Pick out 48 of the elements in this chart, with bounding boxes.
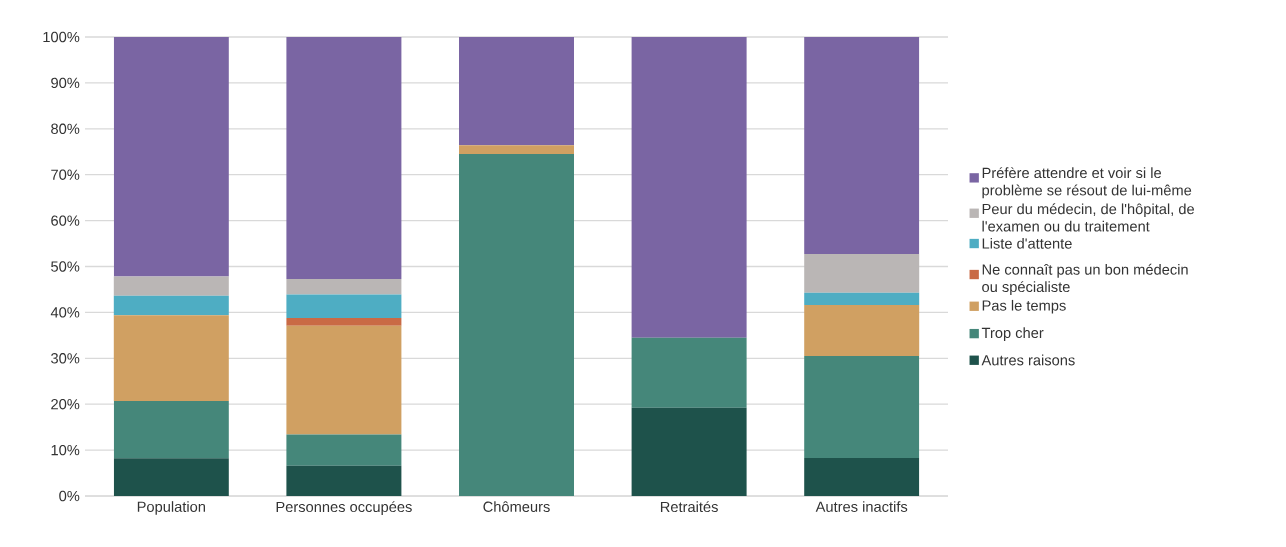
y-tick-label: 60% [51, 215, 80, 226]
y-tick-label: 70% [51, 169, 80, 180]
bar [113, 37, 229, 277]
y-tick-label: 20% [51, 399, 80, 410]
bar [286, 434, 402, 466]
bar [286, 317, 402, 326]
bar [113, 276, 229, 296]
y-tick-label: 10% [51, 444, 80, 456]
legend-label: Pas le temps [982, 299, 1066, 314]
bar [804, 356, 920, 458]
legend-label: Ne connaît pas un bon médecin ou spécialiste [982, 263, 1188, 295]
y-tick-label: 90% [51, 77, 80, 89]
bar [286, 278, 402, 295]
x-tick-label: Autres inactifs [815, 501, 908, 512]
legend-label: Préfère attendre et voir si le problème se résout de lui-même [982, 167, 1192, 199]
bar [286, 294, 402, 318]
y-tick-label: 40% [50, 307, 80, 318]
bar [804, 254, 920, 293]
legend-label: Trop cher [981, 327, 1044, 341]
x-tick-label: Population [137, 501, 205, 515]
legend-label: Liste d'attente [982, 237, 1072, 249]
y-tick-label: 80% [51, 123, 80, 134]
bar [804, 305, 920, 356]
bar [631, 407, 747, 496]
y-tick-label: 30% [51, 353, 80, 364]
bar [286, 465, 402, 496]
bar [113, 295, 229, 316]
bar [631, 337, 747, 408]
y-tick-label: 50% [51, 261, 80, 272]
legend-label: Peur du médecin, de l'hôpital, de l'examen ou du traitement [982, 203, 1195, 232]
y-tick-label: 100% [43, 31, 80, 43]
bar [804, 292, 920, 306]
bar [459, 37, 574, 146]
x-tick-label: Retraités [660, 501, 718, 513]
bar [113, 315, 229, 401]
legend-label: Autres raisons [981, 354, 1075, 366]
bar [286, 325, 402, 435]
x-tick-label: Personnes occupées [276, 501, 412, 515]
x-tick-label: Chômeurs [483, 501, 550, 512]
bar [459, 154, 574, 496]
bar [286, 37, 402, 279]
bar [113, 458, 229, 496]
bar [804, 457, 920, 496]
bar [631, 37, 747, 338]
bar [459, 145, 574, 155]
bar [113, 400, 229, 459]
bar [804, 37, 920, 255]
y-tick-label: 0% [59, 490, 80, 502]
